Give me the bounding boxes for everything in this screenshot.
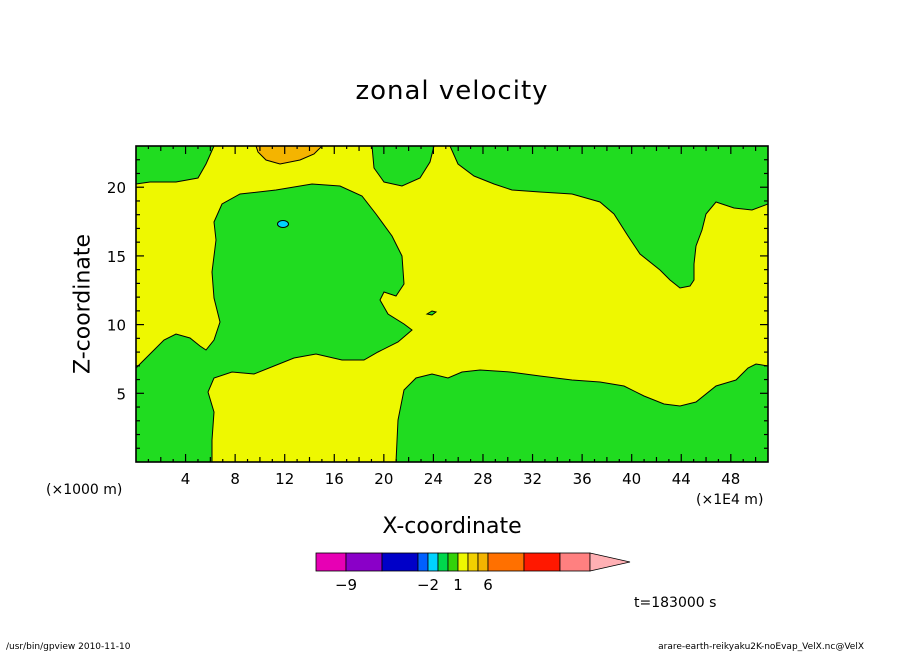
colorbar-segment	[345, 552, 383, 572]
colorbar-segment	[487, 552, 525, 572]
x-axis-label: X-coordinate	[382, 514, 522, 539]
colorbar-segment	[457, 552, 469, 572]
y-tick-label: 20	[107, 179, 126, 197]
colorbar-tick-label: −9	[335, 576, 357, 594]
x-tick-label: 48	[721, 470, 740, 488]
x-tick-label: 28	[473, 470, 492, 488]
time-label: t=183000 s	[634, 595, 717, 611]
x-tick-label: 36	[573, 470, 592, 488]
x-tick-label: 40	[622, 470, 641, 488]
x-tick-label: 8	[230, 470, 240, 488]
y-tick-label: 15	[107, 248, 126, 266]
colorbar-tick-label: 6	[483, 576, 493, 594]
footer-program-info: /usr/bin/gpview 2010-11-10	[6, 642, 131, 652]
colorbar-segment	[427, 552, 439, 572]
colorbar-tick-label: −2	[417, 576, 439, 594]
x-tick-label: 16	[325, 470, 344, 488]
x-tick-label: 24	[424, 470, 443, 488]
x-tick-label: 4	[181, 470, 191, 488]
plot-frame	[135, 145, 769, 463]
colorbar-segment	[559, 552, 591, 572]
axis-ticks	[136, 146, 768, 462]
x-tick-label: 44	[672, 470, 691, 488]
region-orange-top	[255, 146, 323, 165]
x-tick-label: 12	[275, 470, 294, 488]
x-axis-unit-right: (×1E4 m)	[696, 492, 764, 508]
region-green-left-bottom	[136, 183, 413, 462]
colorbar-segment	[417, 552, 429, 572]
colorbar-segment	[437, 552, 449, 572]
y-tick-label: 5	[116, 385, 126, 403]
colorbar-segment	[447, 552, 459, 572]
y-tick-label: 10	[107, 317, 126, 335]
colorbar-segment	[523, 552, 561, 572]
colorbar-labels: −9 −2 1 6	[335, 576, 493, 594]
y-axis-label: Z-coordinate	[70, 234, 96, 374]
chart-title: zonal velocity	[355, 76, 549, 106]
region-green-bottom-right	[395, 363, 768, 462]
region-small-blob	[425, 310, 438, 316]
x-axis-unit-left: (×1000 m)	[46, 482, 123, 498]
colorbar-segment	[467, 552, 479, 572]
x-tick-label: 32	[523, 470, 542, 488]
colorbar-segment	[381, 552, 419, 572]
footer-file-info: arare-earth-reikyaku2K-noEvap_VelX.nc@Ve…	[658, 642, 864, 652]
region-green-top-left	[136, 146, 215, 185]
colorbar-segment	[315, 552, 347, 572]
region-green-top-right	[449, 146, 768, 289]
colorbar-tick-label: 1	[453, 576, 463, 594]
region-cyan-spot	[277, 220, 289, 228]
colorbar-segment	[477, 552, 489, 572]
colorbar-extension-arrow	[589, 552, 631, 572]
x-tick-label: 20	[374, 470, 393, 488]
colorbar	[315, 552, 631, 572]
